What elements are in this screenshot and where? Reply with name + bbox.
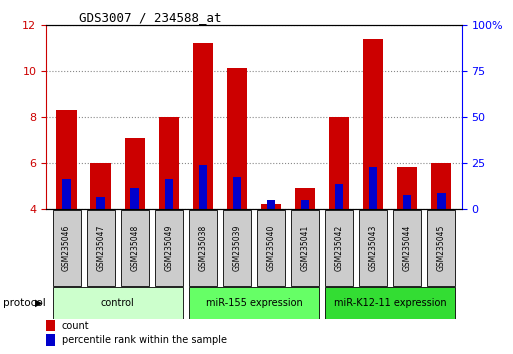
Bar: [261, 204, 281, 209]
Text: GSM235038: GSM235038: [199, 225, 207, 271]
Bar: [301, 200, 309, 209]
Text: GSM235044: GSM235044: [403, 224, 412, 271]
Bar: [189, 287, 319, 319]
Bar: [121, 210, 149, 286]
Bar: [325, 287, 455, 319]
Bar: [159, 117, 179, 209]
Text: GSM235042: GSM235042: [334, 225, 344, 271]
Bar: [233, 177, 241, 209]
Bar: [267, 200, 275, 209]
Text: miR-K12-11 expression: miR-K12-11 expression: [334, 298, 446, 308]
Bar: [403, 195, 411, 209]
Bar: [53, 287, 183, 319]
Bar: [125, 138, 145, 209]
Text: count: count: [62, 321, 89, 331]
Text: GSM235043: GSM235043: [369, 224, 378, 271]
Bar: [46, 320, 55, 331]
Bar: [87, 210, 114, 286]
Bar: [363, 39, 383, 209]
Text: protocol: protocol: [3, 298, 45, 308]
Text: GSM235047: GSM235047: [96, 224, 105, 271]
Text: GSM235045: GSM235045: [437, 224, 446, 271]
Bar: [431, 163, 451, 209]
Bar: [46, 334, 55, 346]
Bar: [53, 210, 81, 286]
Bar: [189, 210, 217, 286]
Bar: [223, 210, 251, 286]
Bar: [130, 188, 139, 209]
Bar: [427, 210, 455, 286]
Text: percentile rank within the sample: percentile rank within the sample: [62, 335, 227, 345]
Bar: [90, 163, 111, 209]
Text: ▶: ▶: [35, 298, 43, 308]
Bar: [369, 167, 378, 209]
Text: GSM235040: GSM235040: [266, 224, 275, 271]
Bar: [165, 179, 173, 209]
Text: miR-155 expression: miR-155 expression: [206, 298, 302, 308]
Bar: [192, 43, 213, 209]
Text: GSM235041: GSM235041: [301, 225, 309, 271]
Bar: [325, 210, 353, 286]
Bar: [359, 210, 387, 286]
Bar: [397, 167, 418, 209]
Bar: [335, 184, 343, 209]
Bar: [227, 69, 247, 209]
Bar: [96, 198, 105, 209]
Text: GSM235039: GSM235039: [232, 224, 242, 271]
Bar: [295, 188, 315, 209]
Bar: [257, 210, 285, 286]
Bar: [155, 210, 183, 286]
Bar: [63, 179, 71, 209]
Text: control: control: [101, 298, 134, 308]
Text: GSM235046: GSM235046: [62, 224, 71, 271]
Bar: [437, 193, 445, 209]
Bar: [393, 210, 421, 286]
Bar: [199, 165, 207, 209]
Bar: [291, 210, 319, 286]
Text: GSM235049: GSM235049: [164, 224, 173, 271]
Text: GDS3007 / 234588_at: GDS3007 / 234588_at: [80, 11, 222, 24]
Text: GSM235048: GSM235048: [130, 225, 139, 271]
Bar: [56, 110, 77, 209]
Bar: [329, 117, 349, 209]
